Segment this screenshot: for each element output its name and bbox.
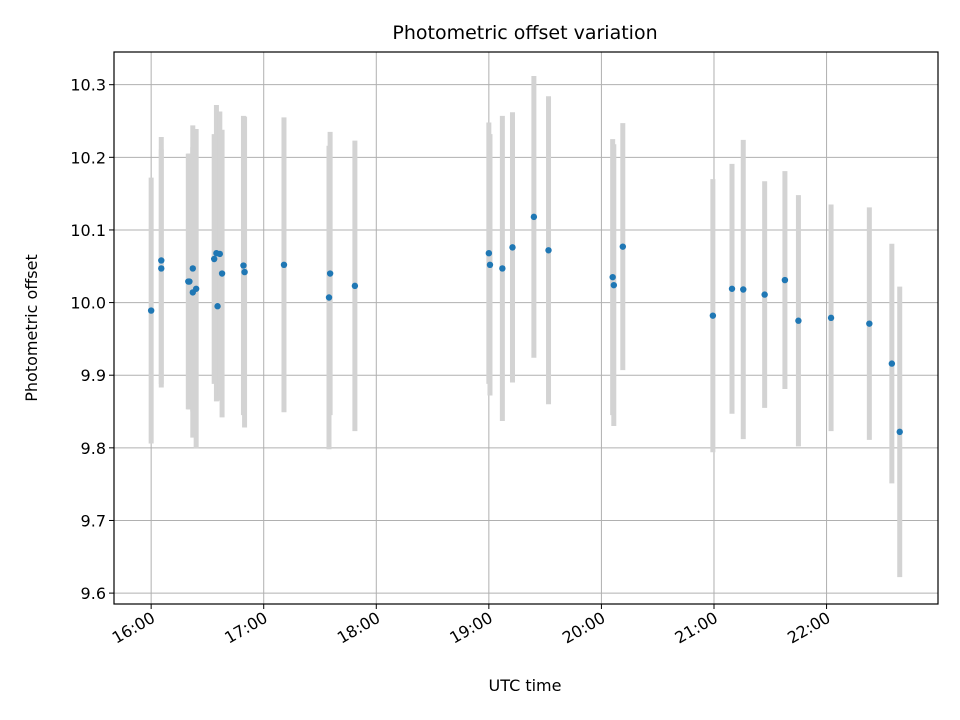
x-tick-label: 17:00 (221, 608, 270, 648)
data-point (740, 286, 747, 293)
data-point (326, 270, 334, 277)
data-point (218, 270, 226, 277)
y-tick-label: 9.9 (81, 366, 106, 385)
y-tick-label: 9.8 (81, 439, 106, 458)
data-point (186, 278, 193, 285)
y-tick-label: 9.7 (81, 511, 106, 530)
data-point (192, 285, 200, 292)
data-point (728, 285, 736, 292)
y-tick-label: 10.1 (70, 221, 106, 240)
data-point (609, 273, 616, 281)
data-point (486, 261, 494, 269)
data-point (240, 262, 247, 269)
x-axis-label: UTC time (489, 676, 562, 695)
data-point (499, 265, 506, 272)
x-tick-label: 20:00 (559, 608, 608, 648)
x-tick-label: 16:00 (109, 608, 158, 648)
data-point (530, 213, 538, 221)
data-point (866, 320, 873, 327)
x-tick-label: 19:00 (446, 608, 495, 648)
data-point (781, 276, 789, 284)
data-point (610, 281, 618, 289)
data-point (280, 261, 288, 269)
data-point (509, 244, 516, 251)
x-axis-ticks: 16:00 17:00 18:00 19:00 20:00 21:00 22:00 (109, 604, 834, 648)
plot-frame (113, 51, 939, 605)
y-tick-label: 10.3 (70, 76, 106, 95)
data-point (761, 291, 768, 298)
data-point (158, 257, 165, 264)
grid-lines (114, 52, 938, 604)
y-tick-label: 9.6 (81, 584, 106, 603)
data-point (147, 307, 155, 314)
data-point (325, 294, 333, 301)
data-point (619, 243, 627, 250)
data-point (214, 303, 221, 310)
data-point (241, 268, 248, 276)
data-point (896, 428, 903, 436)
data-point (485, 249, 493, 257)
data-point (158, 265, 165, 272)
y-tick-label: 10.0 (70, 294, 106, 313)
data-point (210, 255, 218, 263)
x-tick-label: 18:00 (334, 608, 383, 648)
data-points (147, 213, 903, 436)
data-point (351, 282, 359, 290)
y-tick-label: 10.2 (70, 148, 106, 167)
data-point (795, 317, 802, 324)
y-axis-label: Photometric offset (22, 254, 41, 402)
data-point (545, 247, 552, 254)
data-point (888, 360, 896, 367)
data-point (189, 265, 196, 272)
data-point (709, 312, 717, 319)
chart-title: Photometric offset variation (392, 22, 657, 44)
x-tick-label: 21:00 (672, 608, 721, 648)
data-point (216, 250, 224, 258)
y-axis-ticks: 9.6 9.7 9.8 9.9 10.0 10.1 10.2 10.3 (70, 76, 114, 603)
data-point (827, 314, 835, 322)
x-tick-label: 22:00 (784, 608, 833, 648)
